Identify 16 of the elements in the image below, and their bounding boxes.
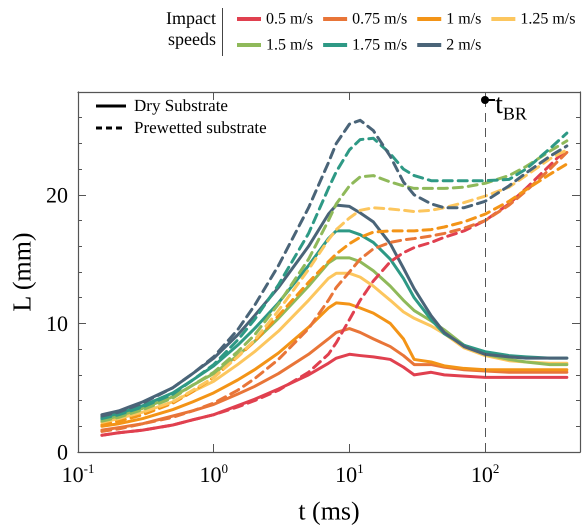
annotation: Dry Substrate: [134, 96, 228, 116]
y-tick-label: 20: [46, 182, 68, 208]
legend-label: 2 m/s: [446, 36, 482, 54]
y-tick-label: 10: [46, 310, 68, 336]
annotation: Prewetted substrate: [134, 118, 267, 138]
legend-label: 1.25 m/s: [520, 10, 576, 28]
legend-label: 0.75 m/s: [352, 10, 408, 28]
y-tick-label: 0: [57, 440, 68, 464]
ref-line-label: t$_{BR}$: [495, 89, 527, 126]
legend-title: Impact speeds: [165, 8, 216, 50]
legend-label: 1 m/s: [446, 10, 482, 28]
x-axis-title: t (ms): [298, 496, 360, 526]
legend-label: 1.5 m/s: [266, 36, 314, 54]
legend-label: 0.5 m/s: [266, 10, 314, 28]
y-axis-title: L (mm): [8, 232, 37, 312]
legend-label: 1.75 m/s: [352, 36, 408, 54]
